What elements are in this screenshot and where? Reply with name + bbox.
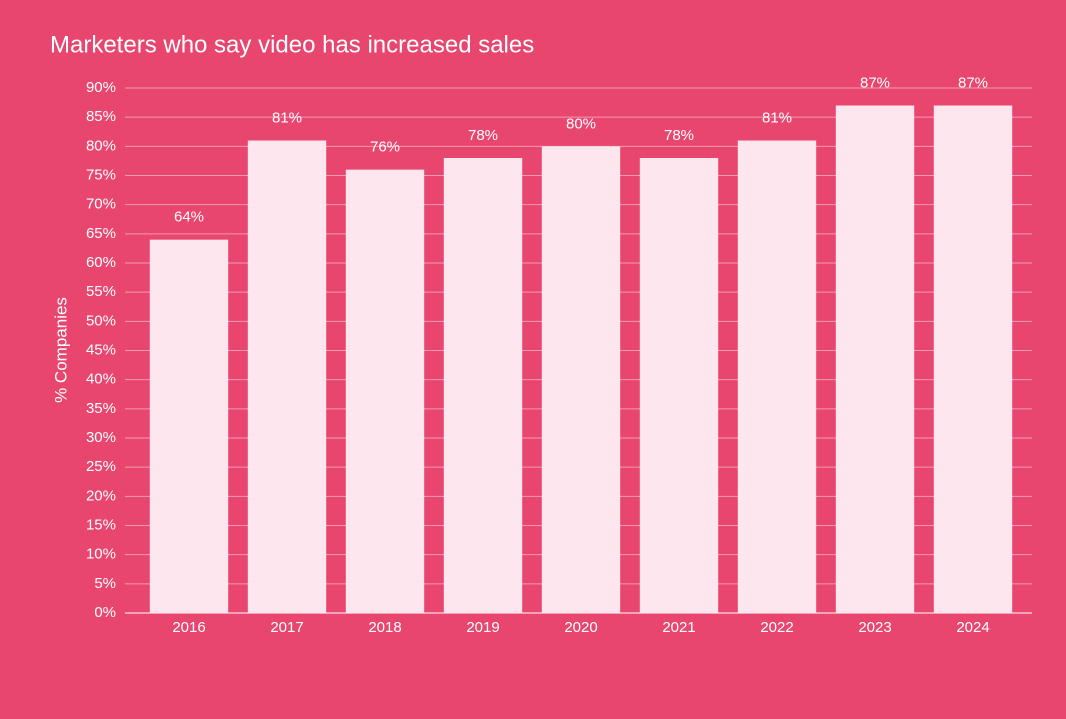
bar [639, 158, 719, 613]
y-tick-label: 85% [86, 108, 116, 125]
bar [345, 169, 425, 613]
bar [737, 140, 817, 613]
y-tick-label: 60% [86, 254, 116, 271]
y-tick-label: 40% [86, 371, 116, 388]
y-tick-label: 10% [86, 546, 116, 563]
y-tick-label: 90% [86, 79, 116, 96]
x-tick-label: 2023 [858, 619, 891, 636]
x-tick-label: 2020 [564, 619, 597, 636]
value-label: 87% [958, 74, 988, 91]
x-tick-label: 2016 [172, 619, 205, 636]
x-tick-label: 2017 [270, 619, 303, 636]
y-tick-label: 75% [86, 166, 116, 183]
y-tick-label: 30% [86, 429, 116, 446]
y-tick-label: 70% [86, 196, 116, 213]
value-label: 78% [664, 127, 694, 144]
y-tick-label: 20% [86, 487, 116, 504]
y-tick-label: 45% [86, 341, 116, 358]
value-label: 64% [174, 209, 204, 226]
x-tick-label: 2024 [956, 619, 989, 636]
bar [443, 158, 523, 613]
bar [933, 105, 1013, 613]
bar [835, 105, 915, 613]
value-label: 80% [566, 115, 596, 132]
y-tick-label: 50% [86, 312, 116, 329]
bar [149, 239, 229, 613]
bar [247, 140, 327, 613]
value-label: 81% [272, 109, 302, 126]
y-axis-label: % Companies [51, 297, 70, 403]
x-tick-label: 2021 [662, 619, 695, 636]
bar [541, 146, 621, 614]
y-tick-label: 55% [86, 283, 116, 300]
y-tick-label: 35% [86, 400, 116, 417]
x-tick-label: 2019 [466, 619, 499, 636]
chart-title: Marketers who say video has increased sa… [50, 31, 534, 58]
x-tick-label: 2022 [760, 619, 793, 636]
y-tick-label: 0% [94, 604, 116, 621]
value-label: 87% [860, 74, 890, 91]
x-tick-label: 2018 [368, 619, 401, 636]
y-tick-label: 5% [94, 575, 116, 592]
value-label: 76% [370, 139, 400, 156]
y-tick-label: 15% [86, 516, 116, 533]
value-label: 81% [762, 109, 792, 126]
value-label: 78% [468, 127, 498, 144]
y-tick-label: 80% [86, 137, 116, 154]
y-tick-label: 25% [86, 458, 116, 475]
y-tick-label: 65% [86, 225, 116, 242]
